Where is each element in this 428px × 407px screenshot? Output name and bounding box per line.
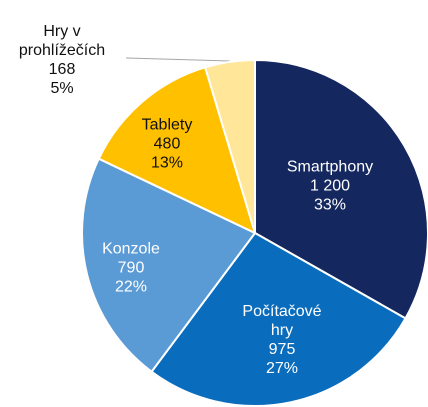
category-label: Smartphony (286, 158, 374, 176)
percent-label: 27% (265, 360, 299, 377)
slice-label: Počítačové hry 975 27% (237, 302, 327, 378)
slice-label: Hry v prohlížečích 168 5% (3, 22, 121, 98)
percent-label: 13% (150, 154, 184, 172)
value-label: 480 (153, 135, 181, 153)
percent-label: 5% (50, 80, 74, 97)
percent-label: 33% (313, 196, 347, 214)
slice-label: Konzole 790 22% (86, 240, 176, 297)
slice-label: Tablety 480 13% (127, 116, 207, 173)
percent-label: 22% (114, 278, 148, 296)
value-label: 1 200 (309, 177, 351, 195)
pie-slice (254, 58, 428, 320)
slice-label: Smartphony 1 200 33% (275, 158, 385, 215)
pie-slice (150, 231, 407, 407)
category-label: Tablety (141, 116, 193, 134)
category-label: Počítačové hry (242, 303, 322, 339)
pie-slice (81, 157, 257, 374)
value-label: 790 (117, 259, 145, 277)
value-label: 168 (48, 61, 76, 78)
pie-slice (203, 58, 256, 234)
category-label: Hry v prohlížečích (18, 23, 106, 59)
category-label: Konzole (102, 240, 160, 258)
value-label: 975 (268, 341, 296, 358)
pie-slice (97, 66, 257, 235)
leader-line (125, 57, 231, 62)
